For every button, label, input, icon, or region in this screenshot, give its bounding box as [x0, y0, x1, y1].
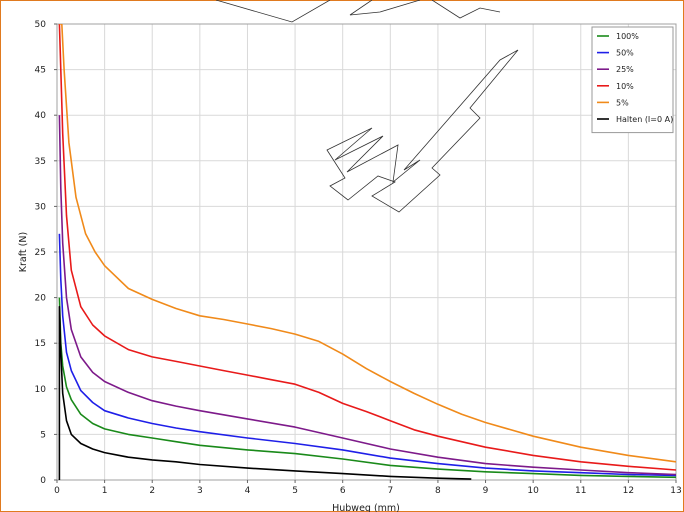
y-tick-label: 15: [35, 339, 46, 349]
x-tick-label: 10: [527, 486, 539, 496]
x-tick-label: 7: [387, 486, 393, 496]
series-line: [58, 305, 472, 480]
watermark-stroke: [326, 49, 519, 213]
series-line: [58, 115, 676, 476]
x-tick-label: 3: [197, 486, 203, 496]
x-tick-label: 2: [149, 486, 155, 496]
x-tick-label: 0: [54, 486, 60, 496]
y-tick-label: 5: [40, 430, 46, 440]
x-axis-label: Hubweg (mm): [332, 503, 400, 512]
y-tick-label: 40: [35, 111, 47, 121]
y-tick-label: 0: [40, 476, 46, 486]
x-tick-label: 5: [292, 486, 298, 496]
watermark-stroke: [431, 0, 501, 19]
x-tick-label: 6: [340, 486, 346, 496]
legend: 100% 50% 25% 10% 5% Halten (I=0 A): [591, 26, 674, 134]
legend-label: 25%: [616, 65, 634, 74]
y-tick-label: 50: [35, 20, 47, 30]
y-tick-label: 10: [35, 385, 47, 395]
series-line: [59, 24, 676, 463]
x-tick-label: 13: [670, 486, 681, 496]
series-line: [58, 233, 676, 477]
x-tick-label: 12: [623, 486, 634, 496]
y-tick-label: 20: [35, 294, 47, 304]
legend-label: 100%: [616, 32, 639, 41]
legend-label: 10%: [616, 82, 634, 91]
legend-label: Halten (I=0 A): [616, 115, 673, 124]
legend-box: [591, 26, 674, 134]
x-tick-label: 11: [575, 486, 586, 496]
y-tick-label: 45: [35, 66, 46, 76]
x-tick-label: 1: [102, 486, 108, 496]
watermark-logo: [215, 0, 519, 213]
y-tick-label: 30: [35, 202, 47, 212]
y-tick-label: 35: [35, 157, 46, 167]
y-tick-label: 25: [35, 248, 46, 258]
x-tick-label: 9: [483, 486, 489, 496]
y-axis-label: Kraft (N): [18, 232, 29, 272]
series-line: [58, 24, 676, 471]
watermark-stroke: [215, 0, 331, 23]
watermark-stroke: [349, 0, 421, 16]
legend-label: 50%: [616, 49, 634, 58]
x-tick-label: 8: [435, 486, 441, 496]
x-tick-label: 4: [245, 486, 251, 496]
series-lines: [58, 24, 676, 480]
legend-label: 5%: [616, 98, 629, 107]
series-line: [58, 297, 676, 479]
